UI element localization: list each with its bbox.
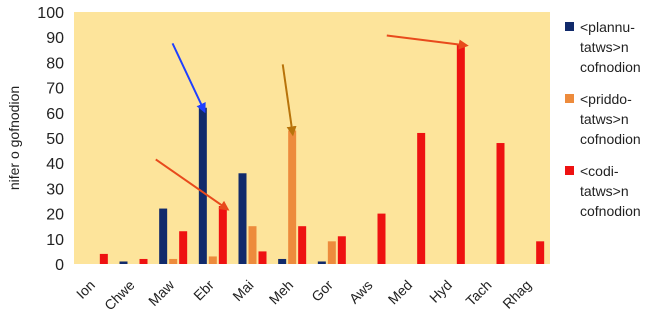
x-axis: Ion Chwe Maw Ebr Mai Meh Gor Aws Med Hyd Tach Rhag [73,276,534,313]
legend-label: <plannu- [580,19,635,35]
x-tick-label: Ebr [190,277,217,304]
y-tick-label: 50 [46,131,64,148]
bar-mai-series-2 [248,226,257,264]
x-tick-label: Meh [266,277,297,308]
y-tick-label: 30 [46,181,64,198]
bar-hyd-series-3 [456,44,465,265]
x-tick-label: Maw [145,276,178,309]
bar-meh-series-3 [298,226,307,264]
bar-ebr-series-1 [198,107,207,264]
legend-label: <codi- [580,163,619,179]
y-axis-label: nifer o gofnodion [6,86,22,190]
x-tick-label: Mai [229,277,256,304]
annotations [155,34,469,211]
plot-area [74,12,550,264]
legend-label: tatws>n [580,39,629,55]
bar-chwe-series-1 [119,261,128,264]
bar-ebr-series-2 [208,256,217,264]
x-tick-label: Tach [462,277,494,309]
y-tick-label: 70 [46,81,64,98]
annotation-arrow [281,64,297,137]
y-tick-label: 100 [37,5,64,22]
legend-label: tatws>n [580,111,629,127]
y-tick-label: 60 [46,106,64,123]
x-tick-label: Rhag [499,277,534,312]
bars-layer [99,44,545,265]
bar-rhag-series-3 [536,241,545,264]
bar-mai-series-1 [238,173,247,264]
y-tick-label: 80 [46,55,64,72]
legend-swatch [565,166,574,175]
legend-label: tatws>n [580,183,629,199]
x-tick-label: Med [385,277,416,308]
y-axis: 0 10 20 30 40 50 60 70 80 90 100 [37,5,64,274]
bar-gor-series-2 [327,241,336,264]
x-tick-label: Ion [73,277,98,302]
annotation-arrow [171,42,206,114]
y-tick-label: 10 [46,232,64,249]
legend: <plannu-tatws>n cofnodion <priddo-tatws>n c… [565,19,641,219]
bar-meh-series-1 [278,258,287,264]
bar-maw-series-2 [169,258,178,264]
legend-swatch [565,94,574,103]
bar-ion-series-3 [99,253,108,264]
legend-swatch [565,22,574,31]
bar-tach-series-3 [496,143,505,264]
annotation-arrow [386,34,469,50]
bar-chwe-series-3 [139,258,148,264]
x-tick-label: Chwe [101,277,138,314]
legend-label: cofnodion [580,59,641,75]
bar-maw-series-3 [179,231,188,264]
bar-med-series-3 [417,132,426,264]
x-tick-label: Hyd [426,277,455,306]
bar-gor-series-3 [337,236,346,264]
y-tick-label: 90 [46,30,64,47]
bar-mai-series-3 [258,251,267,264]
y-tick-label: 20 [46,207,64,224]
bar-maw-series-1 [159,208,168,264]
bar-ebr-series-3 [218,206,227,264]
legend-label: cofnodion [580,131,641,147]
bar-meh-series-2 [288,130,297,264]
y-tick-label: 40 [46,156,64,173]
annotation-arrow [155,158,230,211]
y-tick-label: 0 [55,257,64,274]
bar-gor-series-1 [317,261,326,264]
bar-aws-series-3 [377,213,386,264]
x-tick-label: Gor [308,277,336,305]
x-tick-label: Aws [346,277,376,307]
legend-label: <priddo- [580,91,632,107]
legend-label: cofnodion [580,203,641,219]
